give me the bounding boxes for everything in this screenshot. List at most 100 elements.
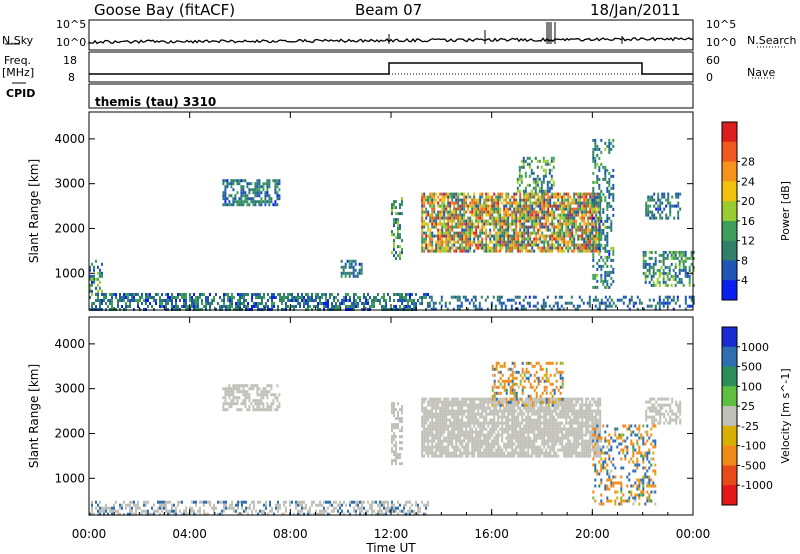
heatmap-cell — [439, 442, 442, 446]
heatmap-cell — [185, 305, 187, 308]
heatmap-cell — [535, 451, 538, 455]
heatmap-cell — [272, 399, 275, 403]
heatmap-cell — [596, 267, 599, 271]
heatmap-cell — [499, 228, 502, 232]
heatmap-cell — [577, 198, 580, 202]
heatmap-cell — [241, 506, 243, 510]
heatmap-cell — [553, 234, 556, 238]
heatmap-cell — [238, 200, 241, 204]
heatmap-cell — [159, 302, 161, 305]
heatmap-cell — [441, 237, 444, 241]
heatmap-cell — [276, 203, 279, 207]
heatmap-cell — [479, 427, 482, 431]
heatmap-cell — [383, 299, 385, 302]
heatmap-cell — [321, 302, 323, 305]
heatmap-cell — [674, 271, 677, 275]
heatmap-cell — [529, 240, 532, 244]
heatmap-cell — [393, 438, 395, 442]
heatmap-cell — [583, 222, 586, 226]
heatmap-cell — [515, 192, 518, 196]
heatmap-cell — [285, 509, 287, 513]
heatmap-cell — [612, 279, 615, 283]
heatmap-cell — [295, 296, 297, 299]
freq-unit-label: [MHz] — [2, 66, 35, 79]
heatmap-cell — [461, 237, 464, 241]
heatmap-cell — [569, 201, 572, 205]
heatmap-cell — [598, 147, 601, 151]
heatmap-cell — [544, 304, 547, 308]
heatmap-cell — [692, 301, 695, 305]
heatmap-cell — [678, 280, 681, 284]
heatmap-cell — [522, 189, 525, 193]
heatmap-cell — [363, 302, 365, 305]
heatmap-cell — [655, 216, 658, 220]
heatmap-cell — [561, 225, 564, 229]
heatmap-cell — [563, 231, 566, 235]
heatmap-cell — [147, 296, 149, 299]
heatmap-cell — [539, 195, 542, 199]
heatmap-cell — [445, 231, 448, 235]
heatmap-cell — [541, 397, 544, 401]
heatmap-cell — [519, 192, 522, 196]
heatmap-cell — [459, 219, 462, 223]
heatmap-cell — [230, 387, 233, 391]
heatmap-cell — [491, 207, 494, 211]
heatmap-cell — [395, 251, 397, 255]
heatmap-cell — [537, 192, 540, 196]
heatmap-cell — [240, 203, 243, 207]
heatmap-cell — [435, 418, 438, 422]
heatmap-cell — [431, 225, 434, 229]
heatmap-cell — [485, 397, 488, 401]
heatmap-cell — [606, 243, 609, 247]
heatmap-cell — [535, 198, 538, 202]
heatmap-cell — [443, 246, 446, 250]
heatmap-cell — [489, 213, 492, 217]
heatmap-cell — [254, 203, 257, 207]
heatmap-cell — [487, 204, 490, 208]
heatmap-cell — [241, 302, 243, 305]
heatmap-cell — [95, 305, 97, 308]
heatmap-cell — [401, 296, 403, 299]
heatmap-cell — [533, 231, 536, 235]
heatmap-cell — [557, 225, 560, 229]
heatmap-cell — [521, 210, 524, 214]
heatmap-cell — [568, 301, 571, 305]
heatmap-cell — [533, 240, 536, 244]
heatmap-cell — [393, 408, 395, 412]
heatmap-cell — [401, 200, 403, 204]
heatmap-cell — [497, 234, 500, 238]
heatmap-cell — [375, 512, 377, 516]
heatmap-cell — [240, 191, 243, 195]
heatmap-cell — [111, 512, 113, 516]
heatmap-cell — [133, 293, 135, 296]
heatmap-cell — [260, 200, 263, 204]
heatmap-cell — [507, 234, 510, 238]
heatmap-cell — [469, 451, 472, 455]
heatmap-cell — [529, 234, 532, 238]
heatmap-cell — [431, 246, 434, 250]
heatmap-cell — [533, 397, 536, 401]
heatmap-cell — [473, 424, 476, 428]
heatmap-cell — [521, 234, 524, 238]
heatmap-cell — [403, 506, 405, 510]
heatmap-cell — [433, 424, 436, 428]
heatmap-cell — [327, 305, 329, 308]
heatmap-cell — [520, 174, 523, 178]
heatmap-cell — [499, 246, 502, 250]
heatmap-cell — [669, 213, 672, 217]
heatmap-cell — [616, 298, 619, 302]
heatmap-cell — [471, 406, 474, 410]
heatmap-cell — [276, 191, 279, 195]
heatmap-cell — [459, 237, 462, 241]
heatmap-cell — [571, 210, 574, 214]
heatmap-cell — [549, 246, 552, 250]
heatmap-cell — [505, 418, 508, 422]
heatmap-cell — [325, 305, 327, 308]
heatmap-cell — [435, 249, 438, 253]
heatmap-cell — [507, 445, 510, 449]
heatmap-cell — [497, 249, 500, 253]
heatmap-cell — [547, 192, 550, 196]
heatmap-cell — [431, 210, 434, 214]
heatmap-cell — [469, 436, 472, 440]
heatmap-cell — [566, 301, 569, 305]
